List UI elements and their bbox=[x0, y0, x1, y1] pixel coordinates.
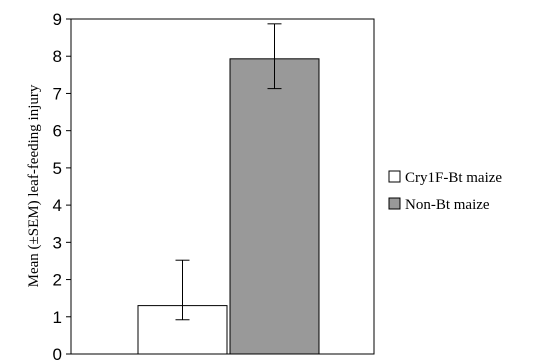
y-tick-label: 9 bbox=[53, 10, 62, 29]
legend-label-2: Non-Bt maize bbox=[405, 197, 490, 213]
bar-2 bbox=[229, 58, 320, 355]
legend-swatch-2 bbox=[388, 197, 401, 210]
y-tick-label: 3 bbox=[53, 233, 62, 252]
y-tick-label: 2 bbox=[53, 271, 62, 290]
y-tick-label: 7 bbox=[53, 84, 62, 103]
legend-label-1: Cry1F-Bt maize bbox=[405, 170, 502, 186]
y-tick-label: 5 bbox=[53, 159, 62, 178]
plot-area bbox=[70, 18, 375, 355]
y-tick-label: 6 bbox=[53, 122, 62, 141]
y-tick-label: 4 bbox=[53, 196, 62, 215]
y-tick-label: 1 bbox=[53, 308, 62, 327]
y-tick-label: 0 bbox=[53, 345, 62, 362]
y-tick-label: 8 bbox=[53, 47, 62, 66]
error-bars bbox=[175, 23, 282, 321]
legend-swatch-1 bbox=[388, 170, 401, 183]
y-axis-label: Mean (±SEM) leaf-feeding injury bbox=[26, 84, 42, 287]
legend: Cry1F-Bt maize Non-Bt maize bbox=[388, 170, 502, 213]
y-axis: 0 1 2 3 4 5 6 7 8 9 bbox=[53, 10, 71, 362]
